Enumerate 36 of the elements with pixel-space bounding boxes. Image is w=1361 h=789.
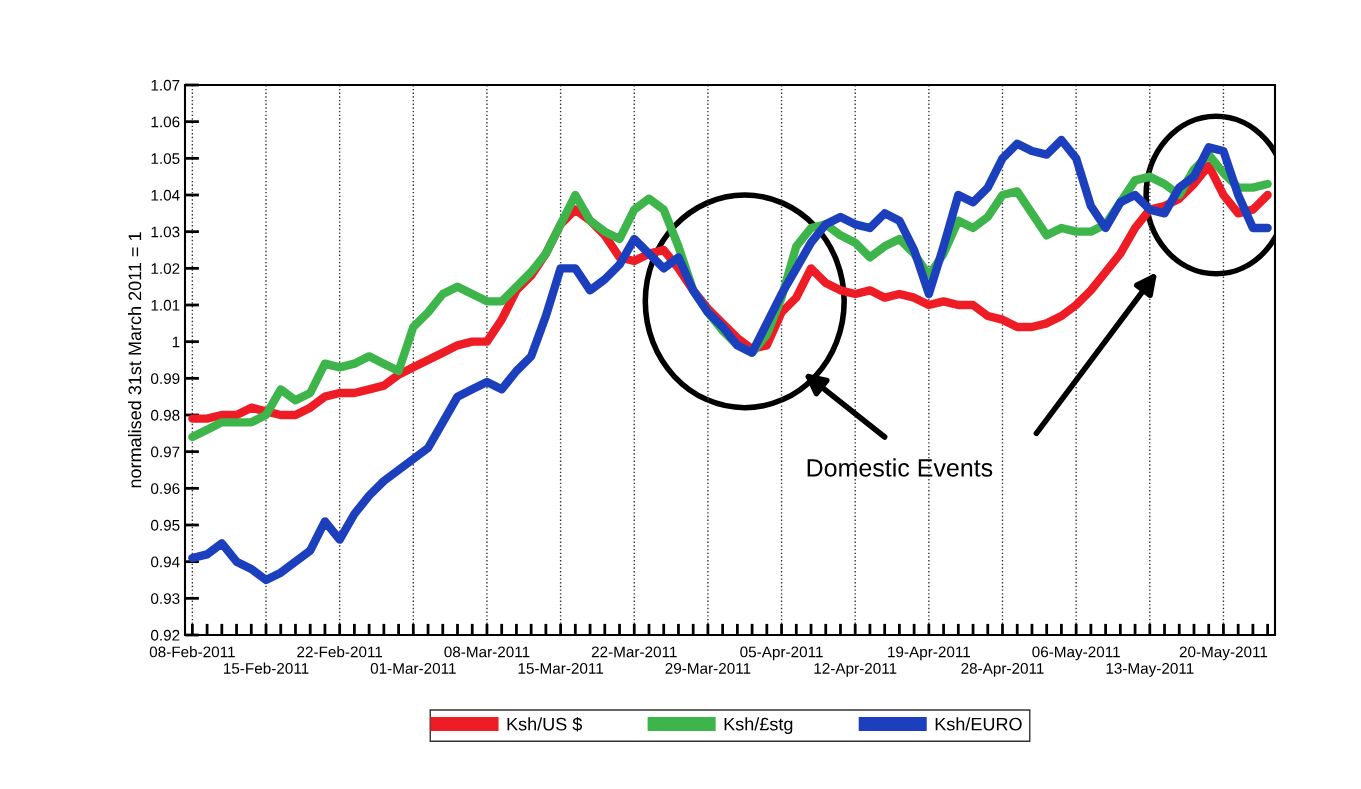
x-tick-label: 22-Mar-2011 — [591, 646, 677, 658]
x-tick-label: 13-May-2011 — [1106, 662, 1194, 677]
annotation: Domestic Events — [807, 458, 993, 477]
y-tick-label: 0.98 — [151, 409, 180, 421]
legend-label: Ksh/EURO — [935, 717, 1022, 731]
y-tick-label: 0.96 — [151, 483, 180, 495]
legend-label: Ksh/US $ — [507, 716, 583, 732]
y-tick-label: 1.01 — [151, 299, 180, 311]
x-tick-label: 20-May-2011 — [1179, 646, 1268, 661]
x-tick-label: 29-Mar-2011 — [665, 662, 751, 674]
y-tick-label: 1.04 — [151, 189, 180, 201]
y-tick-label: 0.95 — [151, 519, 180, 531]
y-axis-title: normalised 31st March 2011 = 1 — [128, 232, 142, 488]
y-tick-label: 1.07 — [151, 79, 180, 91]
y-tick-label: 0.94 — [151, 556, 180, 568]
y-tick-label: 1.03 — [151, 226, 180, 238]
x-tick-label: 01-Mar-2011 — [370, 662, 456, 674]
y-tick-label: 1.05 — [151, 153, 180, 165]
y-tick-label: 1.02 — [151, 263, 180, 275]
x-tick-label: 08-Mar-2011 — [444, 646, 530, 658]
y-tick-label: 0.93 — [151, 593, 180, 605]
x-tick-label: 28-Apr-2011 — [961, 662, 1044, 677]
x-tick-label: 22-Feb-2011 — [297, 646, 383, 658]
x-tick-label: 15-Feb-2011 — [224, 662, 309, 674]
y-tick-label: 0.92 — [151, 629, 180, 641]
legend-label: Ksh/£stg — [724, 717, 793, 735]
y-tick-label: 0.99 — [151, 373, 180, 385]
x-tick-label: 05-Apr-2011 — [740, 646, 823, 661]
x-tick-label: 12-Apr-2011 — [814, 662, 897, 677]
x-tick-label: 15-Mar-2011 — [518, 662, 604, 674]
x-tick-label: 19-Apr-2011 — [888, 646, 971, 661]
x-tick-label: 08-Feb-2011 — [149, 646, 235, 658]
y-tick-label: 1 — [172, 336, 180, 348]
y-tick-label: 1.06 — [151, 116, 180, 128]
y-tick-label: 0.97 — [151, 446, 180, 458]
x-tick-label: 06-May-2011 — [1032, 646, 1120, 661]
